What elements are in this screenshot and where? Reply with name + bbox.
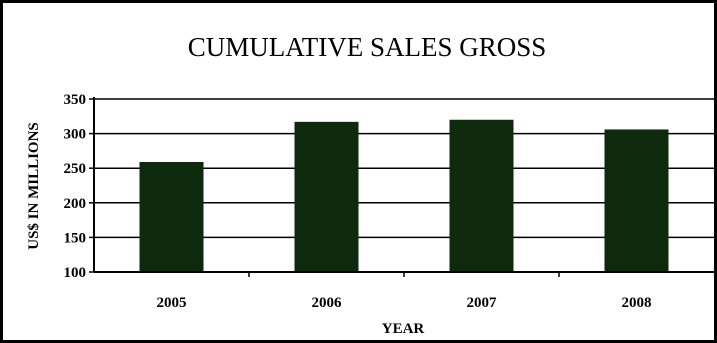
y-tick-label-250: 250: [64, 161, 87, 177]
y-tick-label-100: 100: [64, 265, 87, 281]
y-tick-label-300: 300: [64, 127, 87, 143]
y-tick-label-150: 150: [64, 230, 87, 246]
chart-title: CUMULATIVE SALES GROSS: [188, 32, 547, 62]
y-tick-labels: 100 150 200 250 300 350: [64, 92, 87, 281]
y-axis-label: US$ IN MILLIONS: [26, 122, 42, 250]
x-tick-label-2005: 2005: [157, 295, 187, 311]
x-tick-labels: 2005 2006 2007 2008: [157, 295, 652, 311]
x-tick-label-2008: 2008: [622, 295, 652, 311]
x-axis-label: YEAR: [382, 321, 425, 337]
y-tick-label-350: 350: [64, 92, 87, 108]
y-tick-label-200: 200: [64, 196, 87, 212]
chart-canvas: CUMULATIVE SALES GROSS 100 150 200 250 300 35…: [26, 32, 714, 337]
x-tick-label-2006: 2006: [312, 295, 343, 311]
bar-2006: [294, 121, 359, 272]
bars: [139, 119, 669, 272]
bar-2008: [604, 129, 669, 272]
axes: [89, 97, 714, 277]
bar-2005: [139, 161, 204, 272]
bar-2007: [449, 119, 514, 272]
x-tick-label-2007: 2007: [467, 295, 498, 311]
